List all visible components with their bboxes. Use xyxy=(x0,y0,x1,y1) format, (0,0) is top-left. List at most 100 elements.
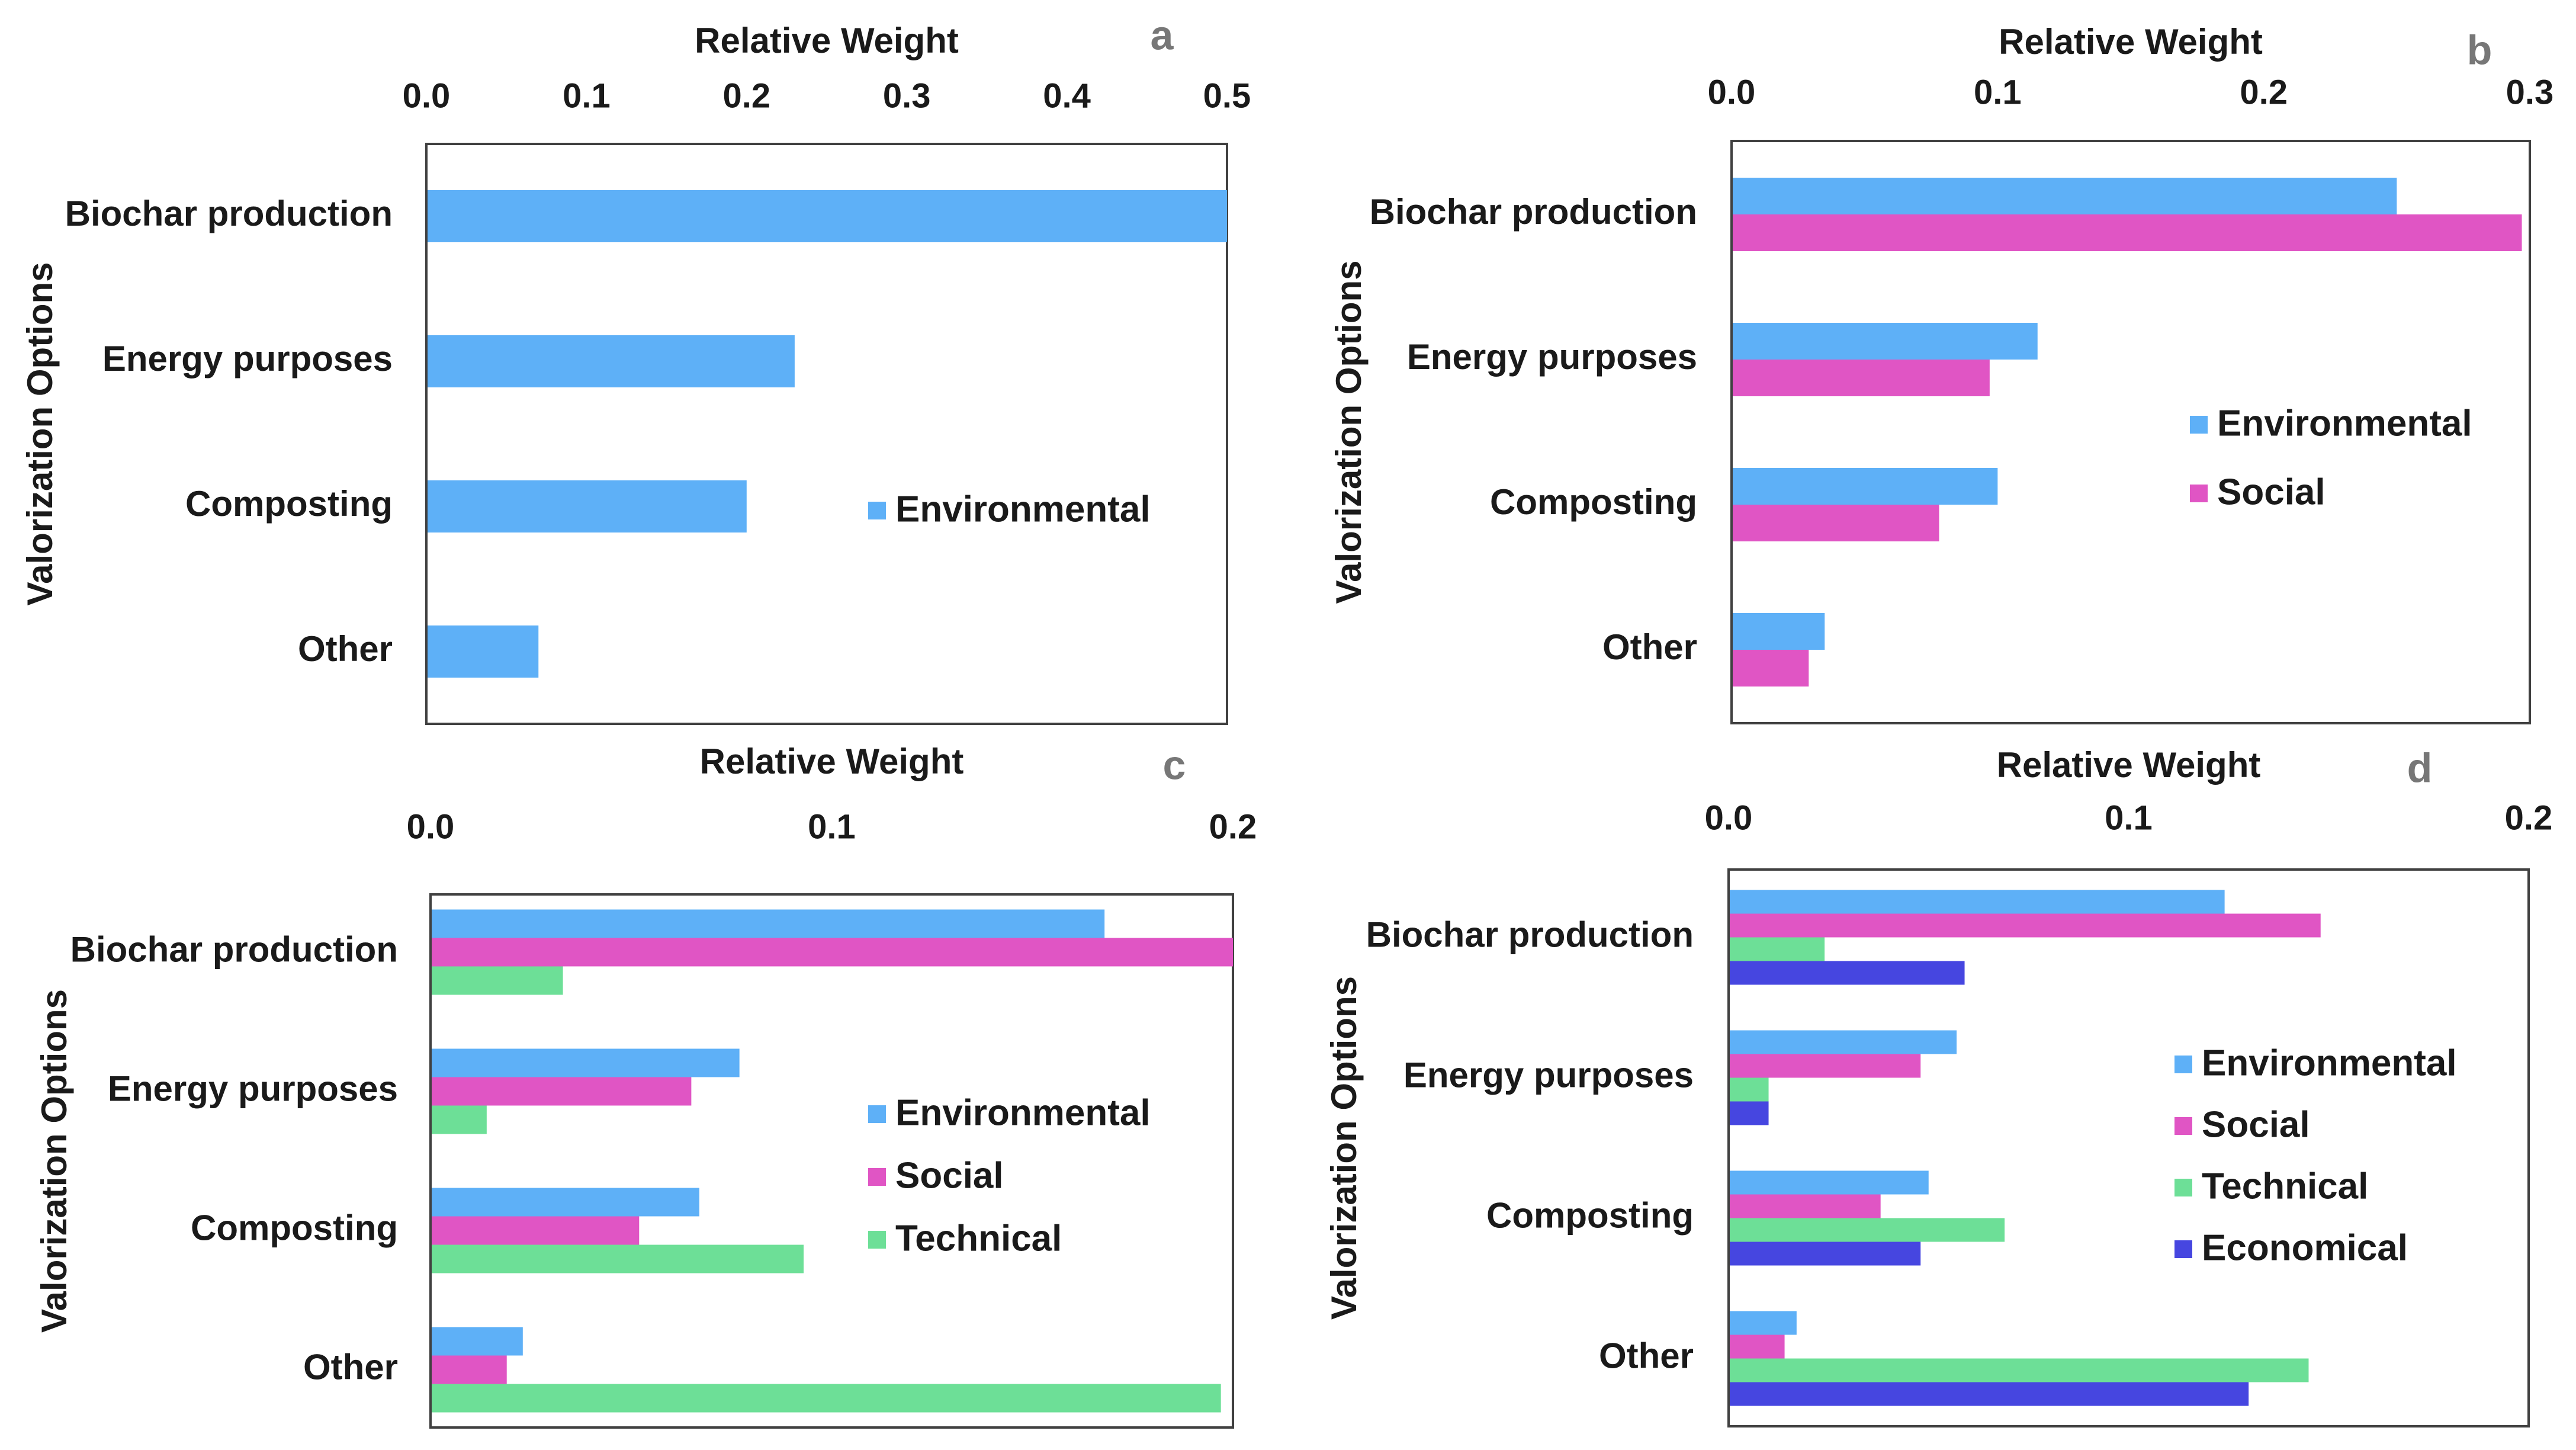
panel-c-bar-social xyxy=(432,1355,507,1384)
panel-b-bar-environmental xyxy=(1733,468,1998,505)
panel-d-bar-technical xyxy=(1730,1218,2005,1242)
panel-a-x-axis-title: Relative Weight xyxy=(695,21,959,60)
panel-a-category-label: Composting xyxy=(185,484,393,524)
panel-c-x-tick-label: 0.0 xyxy=(407,807,455,846)
panel-a-x-tick-label: 0.3 xyxy=(883,76,931,115)
panel-d-bar-social xyxy=(1730,1194,1881,1218)
legend-label-social: Social xyxy=(2217,471,2326,512)
panel-b-bar-environmental xyxy=(1733,613,1825,650)
panel-d-bar-technical xyxy=(1730,937,1825,961)
legend-swatch-technical xyxy=(2174,1179,2192,1196)
panel-c-category-label: Biochar production xyxy=(70,929,398,969)
panel-b-x-tick-label: 0.0 xyxy=(1708,73,1756,111)
panel-c-category-label: Other xyxy=(303,1347,398,1387)
panel-b-category-label: Other xyxy=(1602,627,1697,667)
panel-c-plot-frame xyxy=(429,893,1234,1429)
panel-a: Relative Weight a 0.0 0.1 0.2 0.3 0.4 0.5 Valori… xyxy=(20,12,1251,725)
panel-a-x-tick-label: 0.4 xyxy=(1043,76,1091,115)
panel-a-bar-environmental xyxy=(428,335,795,387)
panel-d-x-tick-label: 0.0 xyxy=(1705,798,1753,837)
panel-d-bar-economical xyxy=(1730,1242,1921,1266)
panel-d-x-tick-label: 0.1 xyxy=(2105,798,2153,837)
panel-a-plot-frame xyxy=(425,143,1228,725)
panel-c-bar-technical xyxy=(432,966,563,995)
panel-c-x-tick-label: 0.2 xyxy=(1209,807,1257,846)
panel-b-category-label: Composting xyxy=(1490,482,1697,522)
legend-label-economical: Economical xyxy=(2202,1227,2408,1268)
legend-swatch-environmental xyxy=(2174,1056,2192,1073)
panel-c-bar-social xyxy=(432,938,1233,967)
panel-a-bar-environmental xyxy=(428,190,1227,242)
panel-b-legend: Environmental Social xyxy=(2190,403,2472,512)
panel-c-bar-social xyxy=(432,1216,640,1245)
panel-d-y-axis-title: Valorization Options xyxy=(1324,976,1364,1320)
panel-d-category-label: Energy purposes xyxy=(1403,1055,1694,1095)
panel-d-bar-social xyxy=(1730,913,2321,938)
panel-c-y-axis-title: Valorization Options xyxy=(34,989,74,1333)
panel-c-x-tick-label: 0.1 xyxy=(808,807,856,846)
panel-d-bar-economical xyxy=(1730,1101,1769,1125)
panel-b-plot-frame xyxy=(1730,140,2531,724)
panel-c-category-label: Energy purposes xyxy=(108,1069,398,1108)
panel-a-category-label: Biochar production xyxy=(65,194,393,233)
legend-label-social: Social xyxy=(895,1155,1004,1196)
panel-b-bar-environmental xyxy=(1733,178,2397,214)
panel-c-bar-environmental xyxy=(432,1048,740,1077)
panel-c-legend: Environmental Social Technical xyxy=(868,1092,1151,1259)
panel-a-x-tick-label: 0.2 xyxy=(722,76,770,115)
panel-d-bar-environmental xyxy=(1730,890,2225,914)
panel-a-y-axis-title: Valorization Options xyxy=(20,262,60,605)
panel-a-category-label: Energy purposes xyxy=(102,339,393,378)
panel-d-x-axis-title: Relative Weight xyxy=(1997,745,2261,785)
panel-d-category-label: Other xyxy=(1599,1336,1694,1375)
panel-c-bar-technical xyxy=(432,1244,804,1273)
panel-d-legend: Environmental Social Technical Economical xyxy=(2174,1042,2457,1268)
panel-b-x-axis-title: Relative Weight xyxy=(1999,22,2263,62)
panel-d-category-label: Composting xyxy=(1486,1195,1694,1235)
panel-b-bar-social xyxy=(1733,214,2522,251)
legend-label-social: Social xyxy=(2202,1104,2310,1145)
legend-swatch-social xyxy=(2190,485,2208,502)
panel-b-bar-social xyxy=(1733,360,1990,396)
panel-b-x-tick-label: 0.3 xyxy=(2506,73,2554,111)
panel-a-x-tick-label: 0.1 xyxy=(563,76,611,115)
panel-d-category-label: Biochar production xyxy=(1366,915,1694,954)
panel-d-bar-environmental xyxy=(1730,1030,1957,1054)
panel-b-bar-social xyxy=(1733,650,1809,686)
panel-d-bar-economical xyxy=(1730,1382,2249,1406)
panel-d-panel-letter: d xyxy=(2407,745,2433,791)
panel-a-legend: Environmental xyxy=(868,489,1151,530)
panel-a-x-tick-label: 0.5 xyxy=(1203,76,1251,115)
legend-swatch-social xyxy=(868,1168,886,1186)
legend-swatch-environmental xyxy=(868,502,886,519)
panel-a-panel-letter: a xyxy=(1151,12,1174,58)
legend-label-technical: Technical xyxy=(2202,1166,2368,1207)
legend-label-environmental: Environmental xyxy=(895,489,1151,530)
panel-d: Relative Weight d 0.0 0.1 0.2 Valorization Op… xyxy=(1324,745,2553,1427)
panel-c-x-axis-title: Relative Weight xyxy=(700,742,964,781)
panel-c-bar-technical xyxy=(432,1384,1221,1413)
panel-c-category-label: Composting xyxy=(191,1208,398,1247)
panel-c: Relative Weight c 0.0 0.1 0.2 Valorization Op… xyxy=(34,742,1257,1429)
panel-a-category-label: Other xyxy=(298,629,393,669)
legend-swatch-environmental xyxy=(868,1105,886,1123)
panel-b-x-tick-label: 0.1 xyxy=(1974,73,2022,111)
legend-label-environmental: Environmental xyxy=(895,1092,1151,1133)
panel-c-bar-social xyxy=(432,1077,692,1106)
panel-d-bar-technical xyxy=(1730,1358,2309,1382)
panel-b-bar-social xyxy=(1733,505,1939,541)
panel-c-bar-environmental xyxy=(432,1327,523,1356)
panel-b-category-label: Energy purposes xyxy=(1407,337,1697,377)
legend-swatch-technical xyxy=(868,1231,886,1249)
panel-c-bar-environmental xyxy=(432,1188,699,1217)
panel-d-bar-environmental xyxy=(1730,1170,1929,1195)
panel-d-x-tick-label: 0.2 xyxy=(2505,798,2553,837)
panel-b-x-tick-label: 0.2 xyxy=(2240,73,2288,111)
panel-d-bar-environmental xyxy=(1730,1311,1797,1335)
panel-d-plot-frame xyxy=(1727,868,2530,1427)
legend-swatch-environmental xyxy=(2190,416,2208,434)
panel-a-bar-environmental xyxy=(428,625,539,678)
panel-a-x-tick-label: 0.0 xyxy=(403,76,451,115)
legend-label-environmental: Environmental xyxy=(2202,1042,2457,1083)
